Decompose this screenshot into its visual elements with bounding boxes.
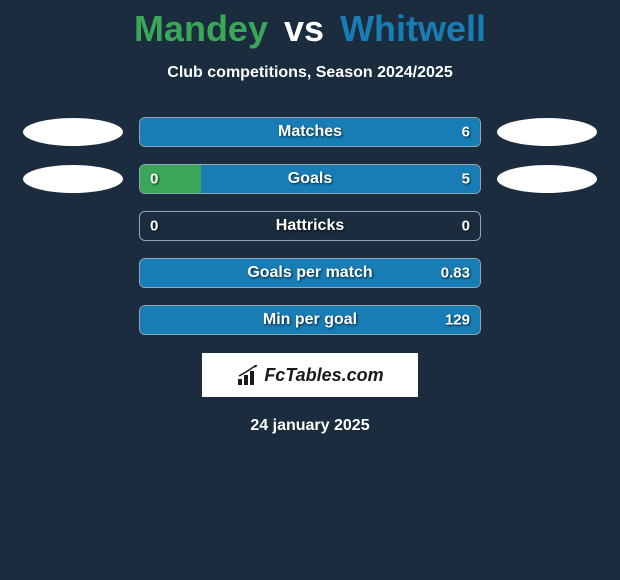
stat-row: Matches 6 — [10, 117, 610, 147]
logo-text: FcTables.com — [264, 365, 383, 386]
player1-avatar — [23, 118, 123, 146]
stat-label: Goals per match — [247, 264, 372, 282]
stat-row: Goals per match 0.83 — [10, 258, 610, 288]
vs-label: vs — [284, 8, 324, 49]
stat-value-right: 6 — [462, 124, 470, 141]
stat-row: 0 Goals 5 — [10, 164, 610, 194]
stat-bar: 0 Hattricks 0 — [139, 211, 481, 241]
player2-name: Whitwell — [340, 8, 486, 49]
chart-icon — [236, 365, 260, 385]
stat-bar: 0 Goals 5 — [139, 164, 481, 194]
stat-value-right: 5 — [462, 171, 470, 188]
stat-bar: Matches 6 — [139, 117, 481, 147]
date-label: 24 january 2025 — [10, 417, 610, 435]
player1-avatar — [23, 165, 123, 193]
stat-bar: Goals per match 0.83 — [139, 258, 481, 288]
stat-label: Min per goal — [263, 311, 357, 329]
player2-avatar — [497, 118, 597, 146]
stat-value-right: 0 — [462, 218, 470, 235]
subtitle: Club competitions, Season 2024/2025 — [10, 64, 610, 82]
stat-value-right: 0.83 — [441, 265, 470, 282]
stat-value-left: 0 — [150, 218, 158, 235]
stat-label: Matches — [278, 123, 342, 141]
stats-comparison-card: Mandey vs Whitwell Club competitions, Se… — [0, 0, 620, 443]
stat-row: Min per goal 129 — [10, 305, 610, 335]
stat-label: Goals — [288, 170, 332, 188]
stat-label: Hattricks — [276, 217, 344, 235]
stat-row: 0 Hattricks 0 — [10, 211, 610, 241]
stat-value-right: 129 — [445, 312, 470, 329]
stat-value-left: 0 — [150, 171, 158, 188]
player1-name: Mandey — [134, 8, 268, 49]
bar-fill-player2 — [201, 165, 480, 193]
logo-box[interactable]: FcTables.com — [202, 353, 418, 397]
player2-avatar — [497, 165, 597, 193]
stat-bar: Min per goal 129 — [139, 305, 481, 335]
stats-container: Matches 6 0 Goals 5 0 Hattricks 0 Goals per matc… — [10, 117, 610, 335]
page-title: Mandey vs Whitwell — [10, 8, 610, 50]
